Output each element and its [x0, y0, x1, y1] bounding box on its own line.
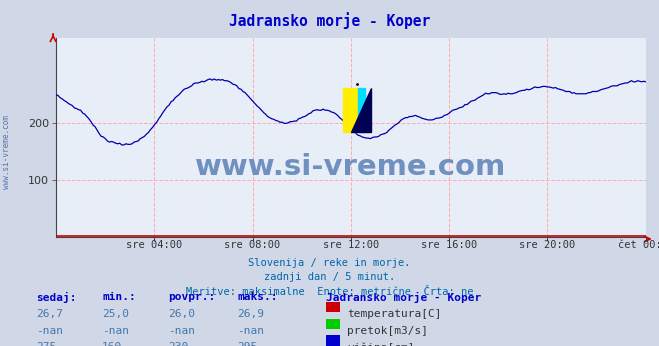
Text: www.si-vreme.com: www.si-vreme.com [195, 153, 507, 181]
Text: -nan: -nan [36, 326, 63, 336]
Text: min.:: min.: [102, 292, 136, 302]
Text: sre 16:00: sre 16:00 [421, 240, 477, 251]
Text: Meritve: maksimalne  Enote: metrične  Črta: ne: Meritve: maksimalne Enote: metrične Črta… [186, 287, 473, 297]
Text: sre 08:00: sre 08:00 [225, 240, 281, 251]
Bar [343, 88, 358, 131]
Text: temperatura[C]: temperatura[C] [347, 309, 442, 319]
Text: 160: 160 [102, 342, 123, 346]
Text: 26,7: 26,7 [36, 309, 63, 319]
Text: sre 04:00: sre 04:00 [127, 240, 183, 251]
Text: 230: 230 [168, 342, 188, 346]
Text: 26,0: 26,0 [168, 309, 195, 319]
Text: sre 12:00: sre 12:00 [323, 240, 379, 251]
Text: Jadransko morje - Koper: Jadransko morje - Koper [229, 12, 430, 29]
Text: zadnji dan / 5 minut.: zadnji dan / 5 minut. [264, 272, 395, 282]
Text: pretok[m3/s]: pretok[m3/s] [347, 326, 428, 336]
Text: -nan: -nan [168, 326, 195, 336]
Text: maks.:: maks.: [237, 292, 277, 302]
Text: -nan: -nan [102, 326, 129, 336]
Text: www.si-vreme.com: www.si-vreme.com [2, 115, 11, 189]
Text: 25,0: 25,0 [102, 309, 129, 319]
Text: čet 00:00: čet 00:00 [617, 240, 659, 251]
Text: 26,9: 26,9 [237, 309, 264, 319]
Text: višina[cm]: višina[cm] [347, 342, 415, 346]
Text: povpr.:: povpr.: [168, 292, 215, 302]
Bar [358, 88, 365, 131]
Text: Slovenija / reke in morje.: Slovenija / reke in morje. [248, 258, 411, 268]
Polygon shape [351, 88, 371, 131]
Text: Jadransko morje - Koper: Jadransko morje - Koper [326, 292, 482, 303]
Text: -nan: -nan [237, 326, 264, 336]
Text: sre 20:00: sre 20:00 [519, 240, 575, 251]
Text: sedaj:: sedaj: [36, 292, 76, 303]
Text: 275: 275 [36, 342, 57, 346]
Text: 295: 295 [237, 342, 258, 346]
